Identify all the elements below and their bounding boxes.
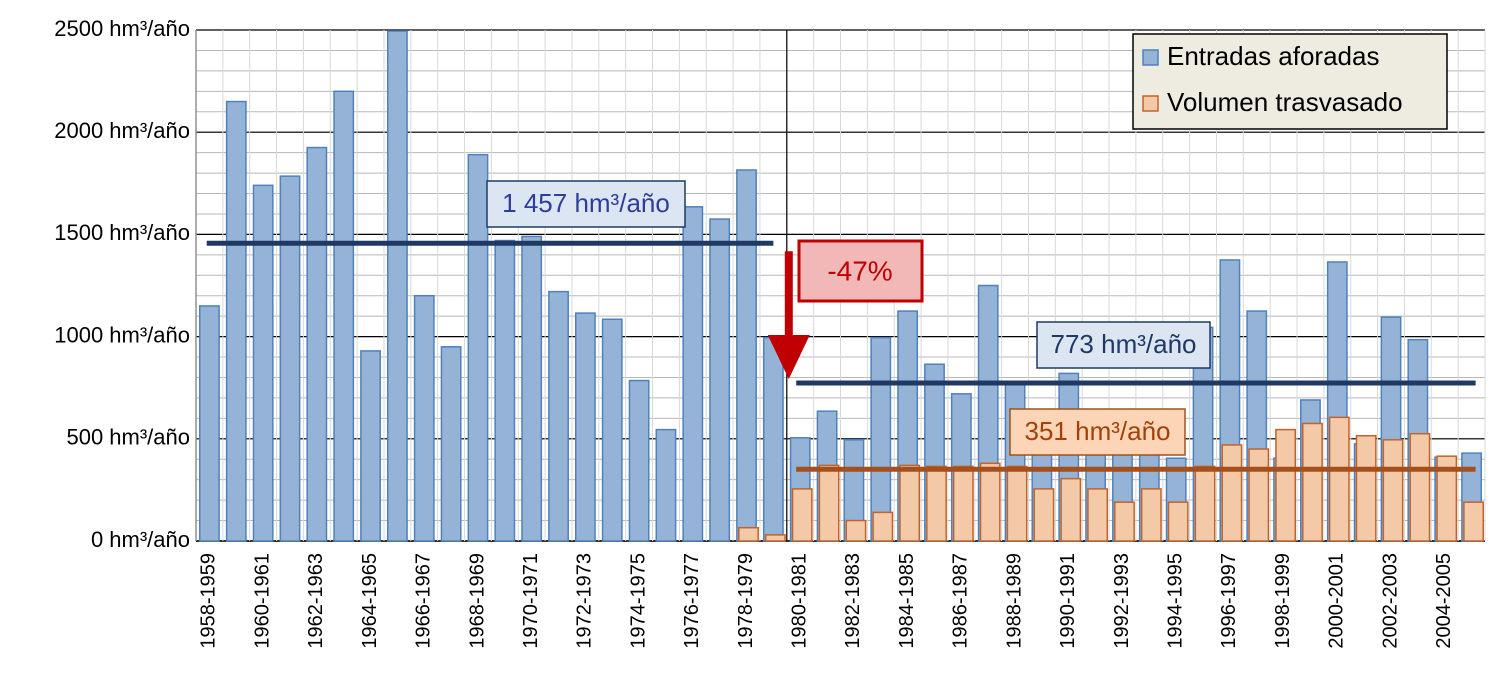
x-tick-label: 1976-1977 bbox=[681, 553, 703, 649]
x-tick-label: 1966-1967 bbox=[413, 553, 435, 649]
legend-label: Entradas aforadas bbox=[1167, 41, 1379, 71]
bar bbox=[1382, 439, 1404, 542]
bar bbox=[764, 534, 786, 542]
bar bbox=[736, 169, 757, 542]
bar bbox=[1409, 432, 1431, 542]
x-tick-label: 1990-1991 bbox=[1057, 553, 1079, 649]
bar bbox=[1328, 416, 1350, 542]
x-tick-label: 1996-1997 bbox=[1218, 553, 1240, 649]
bar bbox=[1087, 488, 1109, 542]
bar bbox=[952, 465, 974, 542]
bar bbox=[979, 462, 1001, 542]
bar bbox=[225, 100, 247, 542]
bar bbox=[467, 153, 489, 542]
average-label: 351 hm³/año bbox=[1025, 416, 1171, 446]
change-box bbox=[797, 239, 924, 303]
x-tick-label: 1972-1973 bbox=[574, 553, 596, 649]
legend-box bbox=[1132, 33, 1448, 130]
bar bbox=[199, 305, 220, 542]
x-tick-label: 1960-1961 bbox=[251, 553, 273, 649]
bars bbox=[199, 30, 1484, 542]
bar bbox=[413, 294, 435, 542]
bar bbox=[872, 511, 894, 542]
bar bbox=[870, 336, 892, 542]
bar bbox=[252, 184, 274, 542]
y-tick-label: 1500 hm³/año bbox=[54, 220, 190, 245]
x-tick-label: 1970-1971 bbox=[520, 553, 542, 649]
bar bbox=[1006, 465, 1028, 542]
bar bbox=[440, 346, 462, 542]
bar bbox=[1167, 501, 1189, 542]
overlay: 1 457 hm³/año 773 hm³/año 351 hm³/año -47% E… bbox=[206, 33, 1476, 472]
bar bbox=[1221, 444, 1243, 542]
bar bbox=[738, 526, 759, 542]
bar bbox=[762, 336, 784, 542]
bar bbox=[548, 290, 569, 542]
x-tick-label: 2000-2001 bbox=[1326, 553, 1348, 649]
bar bbox=[386, 30, 408, 542]
x-tick-label: 2002-2003 bbox=[1379, 553, 1401, 649]
bar bbox=[1463, 501, 1484, 542]
x-tick-label: 1982-1983 bbox=[842, 553, 864, 649]
x-tick-label: 1998-1999 bbox=[1272, 553, 1294, 649]
bar bbox=[818, 464, 840, 542]
bar bbox=[1033, 488, 1055, 542]
bar bbox=[1275, 428, 1297, 542]
bar bbox=[601, 318, 623, 542]
bar bbox=[709, 218, 731, 542]
bar bbox=[279, 175, 301, 542]
x-tick-label: 1992-1993 bbox=[1111, 553, 1133, 649]
bar bbox=[360, 350, 381, 542]
x-tick-label: 2004-2005 bbox=[1433, 553, 1455, 649]
bar bbox=[306, 146, 328, 542]
bar bbox=[1194, 465, 1216, 542]
bar bbox=[574, 312, 596, 542]
bar bbox=[628, 379, 650, 542]
y-tick-label: 2000 hm³/año bbox=[54, 118, 190, 143]
label-box bbox=[1036, 321, 1211, 369]
label-box bbox=[1009, 408, 1186, 456]
x-tick-label: 1962-1963 bbox=[305, 553, 327, 649]
average-label: 1 457 hm³/año bbox=[502, 188, 670, 218]
bar bbox=[494, 239, 516, 542]
change-label: -47% bbox=[827, 255, 892, 286]
bar bbox=[845, 519, 867, 542]
bar bbox=[926, 465, 947, 542]
bar bbox=[899, 464, 921, 542]
bar bbox=[1355, 434, 1377, 542]
bar bbox=[1140, 488, 1162, 542]
bar bbox=[1114, 501, 1135, 542]
y-tick-label: 500 hm³/año bbox=[66, 425, 190, 450]
y-tick-label: 1000 hm³/año bbox=[54, 322, 190, 347]
label-box bbox=[486, 180, 686, 228]
x-tick-label: 1988-1989 bbox=[1003, 553, 1025, 649]
x-tick-label: 1958-1959 bbox=[198, 553, 220, 649]
legend-swatch bbox=[1142, 95, 1159, 112]
bar bbox=[655, 428, 677, 542]
x-tick-label: 1986-1987 bbox=[950, 553, 972, 649]
x-tick-label: 1994-1995 bbox=[1164, 553, 1186, 649]
x-tick-label: 1964-1965 bbox=[359, 553, 381, 649]
bar bbox=[1436, 455, 1458, 542]
x-tick-label: 1980-1981 bbox=[789, 553, 811, 649]
legend-label: Volumen trasvasado bbox=[1167, 87, 1403, 117]
bar bbox=[1060, 477, 1082, 542]
bar bbox=[333, 90, 355, 542]
x-tick-label: 1978-1979 bbox=[735, 553, 757, 649]
bar bbox=[1248, 448, 1270, 542]
bar bbox=[521, 235, 543, 542]
x-tick-label: 1968-1969 bbox=[466, 553, 488, 649]
bar bbox=[1302, 422, 1323, 542]
x-tick-label: 1984-1985 bbox=[896, 553, 918, 649]
legend-swatch bbox=[1142, 49, 1159, 66]
average-label: 773 hm³/año bbox=[1051, 329, 1197, 359]
y-tick-label: 2500 hm³/año bbox=[54, 16, 190, 41]
y-tick-label: 0 hm³/año bbox=[91, 527, 190, 552]
bar bbox=[682, 206, 704, 542]
bar bbox=[791, 488, 813, 542]
change-arrow-head bbox=[767, 334, 810, 379]
x-tick-label: 1974-1975 bbox=[627, 553, 649, 649]
